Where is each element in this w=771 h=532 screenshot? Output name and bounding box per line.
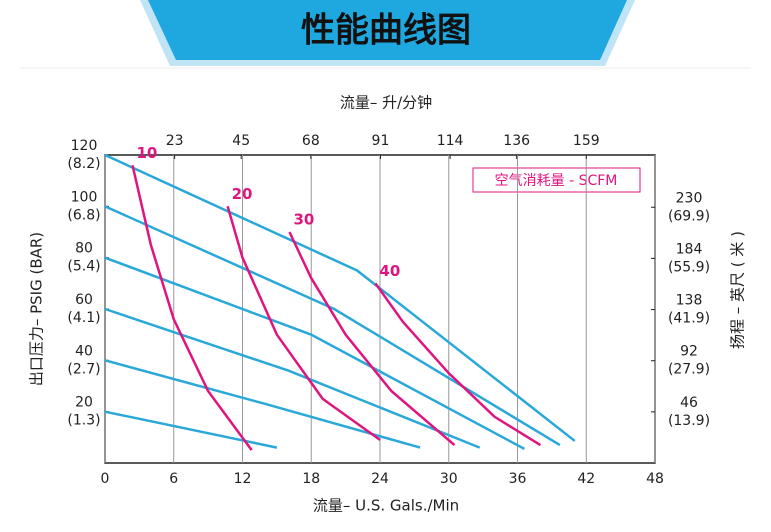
x-tick-label: 30	[440, 471, 458, 487]
curve	[104, 410, 278, 449]
curve	[104, 153, 576, 442]
x-tick-label: 42	[577, 471, 595, 487]
y-tick-label: 100	[71, 189, 98, 205]
y2-tick-sublabel: (13.9)	[668, 413, 710, 429]
x-axis-title: 流量– U.S. Gals./Min	[313, 497, 459, 515]
y2-tick-label: 230	[676, 190, 703, 206]
curve	[288, 231, 456, 446]
curve-label: 20	[232, 185, 253, 203]
y-tick-sublabel: (6.8)	[67, 207, 100, 223]
x2-tick-label: 136	[503, 133, 530, 149]
y2-tick-sublabel: (27.9)	[668, 362, 710, 378]
y2-tick-sublabel: (41.9)	[668, 311, 710, 327]
y2-tick-label: 92	[680, 344, 698, 360]
y-tick-sublabel: (1.3)	[67, 413, 100, 429]
y-tick-label: 120	[71, 138, 98, 154]
x2-axis-title: 流量– 升/分钟	[340, 94, 432, 112]
curve	[104, 256, 525, 450]
y-tick-sublabel: (8.2)	[67, 156, 100, 172]
y2-tick-label: 138	[676, 293, 703, 309]
y2-tick-sublabel: (55.9)	[668, 259, 710, 275]
y2-tick-sublabel: (69.9)	[668, 208, 710, 224]
x-tick-label: 18	[302, 471, 320, 487]
y2-tick-label: 46	[680, 395, 698, 411]
curve	[104, 205, 561, 447]
x-tick-label: 12	[234, 471, 252, 487]
x-tick-label: 48	[646, 471, 664, 487]
x2-tick-label: 68	[302, 133, 320, 149]
y-tick-label: 40	[75, 343, 93, 359]
x2-tick-label: 45	[232, 133, 250, 149]
x-tick-label: 24	[371, 471, 389, 487]
banner	[148, 0, 627, 60]
curve-label: 30	[293, 211, 314, 229]
curve	[131, 164, 253, 451]
x2-tick-label: 23	[166, 133, 184, 149]
x-tick-label: 6	[169, 471, 178, 487]
y2-tick-label: 184	[676, 241, 703, 257]
y2-axis-title: 扬程 – 英尺 ( 米 )	[729, 231, 747, 349]
x-tick-label: 0	[101, 471, 110, 487]
legend-note: 空气消耗量 - SCFM	[495, 173, 618, 189]
y-tick-label: 80	[75, 241, 93, 257]
y-tick-label: 20	[75, 395, 93, 411]
y-tick-sublabel: (5.4)	[67, 259, 100, 275]
x2-tick-label: 114	[437, 133, 464, 149]
curve-label: 40	[379, 262, 400, 280]
curve-label: 10	[137, 144, 158, 162]
curve	[104, 307, 481, 449]
legend-box	[472, 167, 641, 193]
x-tick-label: 36	[509, 471, 527, 487]
y-tick-sublabel: (4.1)	[67, 310, 100, 326]
chart-title: 性能曲线图	[301, 11, 471, 51]
y-axis-title: 出口压力– PSIG (BAR)	[28, 232, 46, 386]
x2-tick-label: 91	[372, 133, 390, 149]
y-tick-sublabel: (2.7)	[67, 361, 100, 377]
y-tick-label: 60	[75, 292, 93, 308]
curve	[226, 205, 381, 441]
curve	[374, 282, 542, 447]
x2-tick-label: 159	[573, 133, 600, 149]
